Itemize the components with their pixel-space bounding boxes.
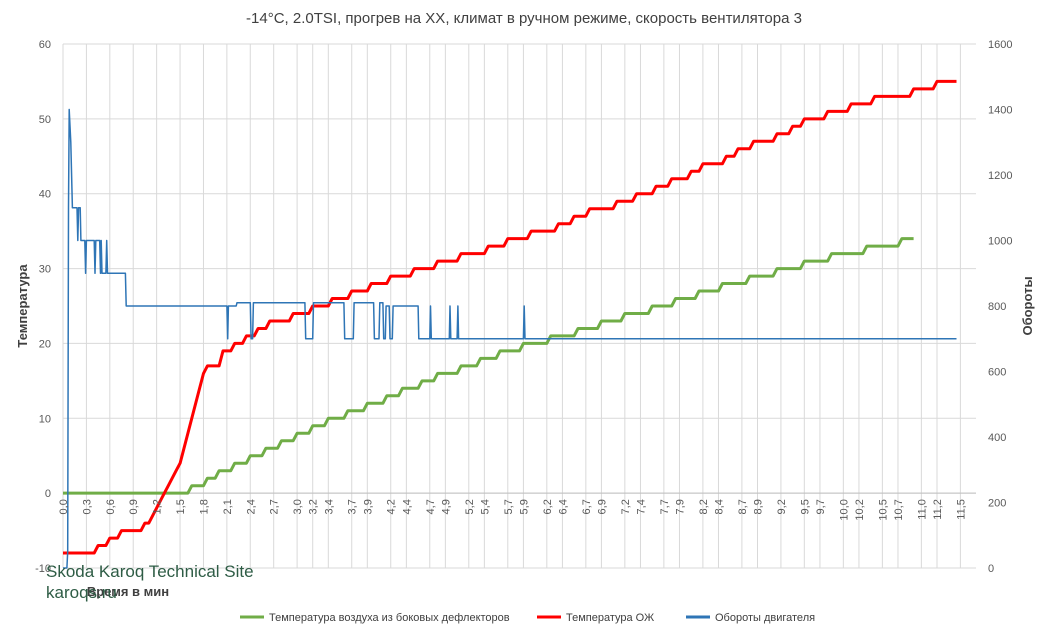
x-tick-label: 6,4: [557, 499, 569, 514]
y2-tick-label: 400: [988, 432, 1006, 444]
x-tick-label: 1,8: [198, 499, 210, 514]
x-tick-label: 4,9: [440, 499, 452, 514]
x-tick-label: 5,4: [479, 499, 491, 514]
y2-tick-label: 200: [988, 498, 1006, 510]
y-tick-label: 20: [39, 338, 51, 350]
x-tick-label: 7,7: [659, 499, 671, 514]
x-tick-label: 3,2: [308, 499, 320, 514]
x-tick-label: 8,4: [713, 499, 725, 514]
series-layer: [63, 79, 957, 569]
chart-title: -14°C, 2.0TSI, прогрев на ХХ, климат в р…: [246, 10, 802, 27]
x-tick-label: 2,1: [222, 499, 234, 514]
series-line-3: [63, 108, 957, 569]
y-tick-label: 10: [39, 413, 51, 425]
x-tick-label: 9,5: [799, 499, 811, 514]
watermark-line2: karoqs.ru: [46, 583, 117, 602]
y2-tick-label: 0: [988, 563, 994, 575]
x-tick-label: 8,7: [737, 499, 749, 514]
x-tick-label: 7,9: [674, 499, 686, 514]
x-tick-label: 9,7: [815, 499, 827, 514]
x-tick-label: 1,2: [152, 499, 164, 514]
x-tick-label: 10,2: [854, 499, 866, 520]
y-axis-title: Температура: [15, 264, 30, 348]
y2-tick-label: 1400: [988, 105, 1012, 117]
series-line-1: [63, 237, 914, 495]
x-tick-label: 5,7: [503, 499, 515, 514]
x-tick-label: 10,7: [893, 499, 905, 520]
tick-labels: 0,0 0,3 0,6 0,9 1,2 1,5 1,8 2,1 2,4 2,7 3,0 3,2 3,4 3…: [35, 39, 1012, 575]
x-tick-label: 8,9: [753, 499, 765, 514]
x-tick-label: 11,2: [932, 499, 944, 520]
x-tick-label: 8,2: [698, 499, 710, 514]
x-tick-label: 10,0: [838, 499, 850, 520]
x-tick-label: 7,4: [635, 499, 647, 514]
x-tick-label: 6,7: [581, 499, 593, 514]
x-tick-label: 2,7: [269, 499, 281, 514]
watermark-line1: Skoda Karoq Technical Site: [46, 562, 254, 581]
y2-tick-label: 1600: [988, 39, 1012, 51]
x-tick-label: 4,2: [386, 499, 398, 514]
y2-axis-title: Обороты: [1020, 276, 1035, 335]
x-tick-label: 3,4: [323, 499, 335, 514]
x-tick-label: 7,2: [620, 499, 632, 514]
y2-tick-label: 800: [988, 301, 1006, 313]
y2-tick-label: 600: [988, 367, 1006, 379]
x-tick-label: 0,3: [81, 499, 93, 514]
y-tick-label: 50: [39, 114, 51, 126]
y-tick-label: -10: [35, 563, 51, 575]
x-tick-label: 6,9: [596, 499, 608, 514]
x-tick-label: 5,9: [518, 499, 530, 514]
x-tick-label: 11,5: [955, 499, 967, 520]
x-tick-label: 9,2: [776, 499, 788, 514]
y2-tick-label: 1000: [988, 236, 1012, 248]
x-tick-label: 0,6: [105, 499, 117, 514]
x-tick-label: 4,7: [425, 499, 437, 514]
y-tick-label: 30: [39, 264, 51, 276]
y2-tick-label: 1200: [988, 170, 1012, 182]
y-tick-label: 60: [39, 39, 51, 51]
legend: Температура воздуха из боковых дефлектор…: [240, 612, 815, 624]
legend-label: Температура ОЖ: [566, 612, 654, 624]
x-tick-label: 1,5: [175, 499, 187, 514]
y-tick-label: 0: [45, 488, 51, 500]
x-tick-label: 0,0: [58, 499, 70, 514]
x-tick-label: 11,0: [916, 499, 928, 520]
x-tick-label: 3,9: [362, 499, 374, 514]
series-line-2: [63, 79, 957, 555]
x-tick-label: 3,0: [292, 499, 304, 514]
legend-label: Обороты двигателя: [715, 612, 815, 624]
x-tick-label: 0,9: [128, 499, 140, 514]
x-axis-title: Время в мин: [87, 584, 169, 599]
x-tick-label: 6,2: [542, 499, 554, 514]
x-tick-label: 2,4: [245, 499, 257, 514]
x-tick-label: 5,2: [464, 499, 476, 514]
x-tick-label: 10,5: [877, 499, 889, 520]
y-tick-label: 40: [39, 189, 51, 201]
legend-label: Температура воздуха из боковых дефлектор…: [269, 612, 510, 624]
x-tick-label: 3,7: [347, 499, 359, 514]
x-tick-label: 4,4: [401, 499, 413, 514]
